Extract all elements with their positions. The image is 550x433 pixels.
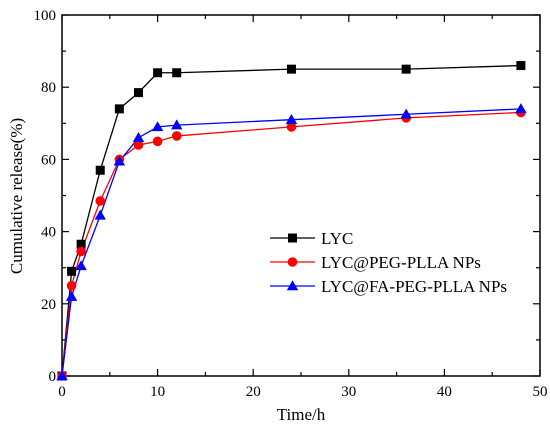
series-2-point-2: [75, 260, 87, 271]
legend-label-1: LYC@PEG-PLLA NPs: [321, 253, 481, 272]
y-tick-label-0: 0: [49, 369, 57, 385]
series-1-point-5: [133, 140, 144, 150]
y-tick-label-1: 20: [41, 297, 56, 313]
y-tick-label-3: 60: [41, 152, 56, 168]
series-markers: [56, 61, 527, 381]
series-0-point-8: [286, 64, 296, 74]
series-0-point-10: [516, 61, 526, 71]
series-0-point-6: [153, 68, 163, 78]
series-1-point-3: [95, 196, 106, 206]
series-2-point-5: [132, 132, 145, 143]
series-2-point-6: [151, 121, 164, 132]
x-tick-label-4: 40: [437, 384, 452, 400]
legend-marker-2: [286, 280, 299, 291]
legend-label-0: LYC: [321, 229, 353, 248]
series-2-point-8: [285, 113, 298, 124]
series-line-1: [61, 111, 521, 377]
series-1-point-8: [286, 122, 297, 132]
y-axis-title: Cumulative release(%): [7, 118, 26, 274]
series-0-point-9: [401, 64, 411, 74]
series-0-point-1: [67, 266, 77, 276]
x-tick-label-1: 10: [150, 384, 165, 400]
series-0-point-2: [76, 239, 86, 249]
series-lines: [61, 64, 521, 377]
series-1-point-7: [171, 131, 182, 141]
legend-marker-1: [287, 257, 298, 267]
series-1-point-2: [76, 246, 86, 257]
series-1-point-1: [66, 280, 77, 291]
y-tick-label-5: 100: [34, 8, 57, 24]
series-2-point-1: [65, 290, 78, 301]
legend: LYC LYC@PEG-PLLA NPs LYC@FA-PEG-PLLA NPs: [270, 229, 507, 296]
series-0-point-7: [172, 68, 182, 78]
x-axis-title: Time/h: [277, 405, 326, 424]
series-0-point-3: [95, 165, 105, 175]
x-tick-label-0: 0: [58, 384, 66, 400]
x-tick-label-3: 30: [341, 384, 356, 400]
series-2-point-0: [56, 370, 68, 381]
series-2-point-9: [400, 108, 412, 119]
series-0-point-5: [133, 88, 143, 98]
series-1-point-6: [152, 136, 163, 147]
legend-marker-0: [288, 233, 297, 243]
y-tick-label-2: 40: [41, 225, 56, 241]
x-tick-label-5: 50: [533, 384, 548, 400]
series-2-point-10: [515, 103, 527, 114]
axis-ticks: [61, 14, 541, 377]
tick-labels: 0 10 20 30 40 50 0 20 40 60 80 100: [34, 8, 548, 400]
series-2-point-4: [113, 155, 126, 166]
series-2-point-3: [94, 209, 106, 220]
legend-label-2: LYC@FA-PEG-PLLA NPs: [321, 277, 507, 296]
y-tick-label-4: 80: [41, 80, 56, 96]
series-0-point-4: [114, 104, 124, 114]
series-2-point-7: [171, 119, 183, 130]
x-tick-label-2: 20: [246, 384, 261, 400]
